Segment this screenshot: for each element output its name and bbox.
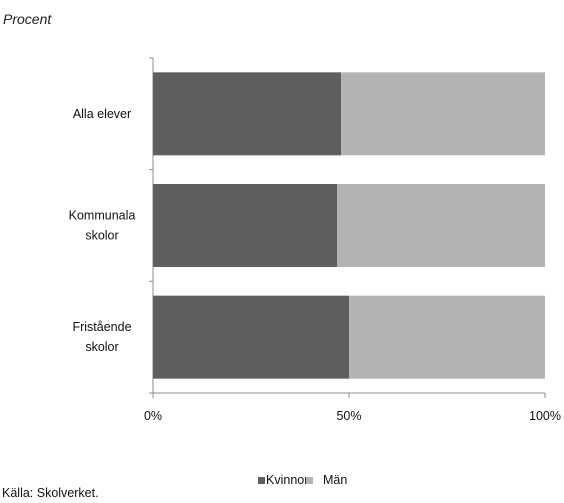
bar-kvinnor-2	[153, 184, 338, 267]
bar-kvinnor-1	[153, 72, 342, 156]
x-tick-labels: 0% 50% 100%	[144, 409, 561, 423]
legend-swatch	[306, 477, 313, 484]
x-tick-label: 0%	[144, 409, 162, 423]
legend-swatch	[258, 477, 265, 484]
x-tick-label: 50%	[336, 409, 361, 423]
category-label: Kommunala skolor	[69, 209, 136, 243]
bar-kvinnor-3	[153, 295, 349, 379]
bar-m-n-2	[337, 184, 545, 267]
category-labels: Alla elever Kommunala skolor Fristående skol…	[69, 107, 136, 354]
category-label: Fristående skolor	[72, 320, 131, 354]
source-label: Källa: Skolverket.	[2, 486, 99, 500]
x-tick-label: 100%	[529, 409, 561, 423]
bar-m-n-3	[349, 295, 545, 379]
unit-label: Procent	[3, 11, 52, 27]
legend-label: Män	[323, 473, 347, 487]
bar-m-n-1	[341, 72, 545, 156]
legend-label: Kvinnor	[266, 473, 308, 487]
chart-bars	[153, 72, 545, 379]
legend: Kvinnor Män	[258, 473, 347, 487]
category-label: Alla elever	[73, 107, 131, 121]
